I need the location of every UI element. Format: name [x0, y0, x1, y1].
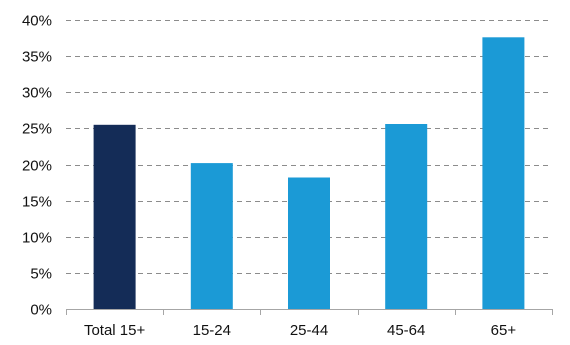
x-tick-label: 45-64 [387, 322, 425, 339]
x-axis-tick-labels: Total 15+ 15-24 25-44 45-64 65+ [84, 322, 516, 339]
y-tick-label: 25% [22, 121, 52, 138]
x-tick-label: 25-44 [290, 322, 328, 339]
bar [190, 163, 233, 309]
bars [93, 37, 525, 310]
y-tick-label: 35% [22, 49, 52, 66]
y-tick-label: 15% [22, 194, 52, 211]
x-tick-label: Total 15+ [84, 322, 146, 339]
y-tick-label: 0% [30, 302, 52, 319]
y-axis-tick-labels: 0% 5% 10% 15% 20% 25% 30% 35% 40% [22, 13, 52, 319]
bar [385, 124, 428, 309]
y-tick-label: 20% [22, 158, 52, 175]
bar [93, 124, 136, 309]
x-axis [66, 309, 553, 315]
y-tick-label: 5% [30, 266, 52, 283]
y-tick-label: 30% [22, 85, 52, 102]
y-tick-label: 40% [22, 13, 52, 30]
bar [482, 37, 525, 310]
bar [288, 177, 330, 309]
y-tick-label: 10% [22, 230, 52, 247]
x-tick-label: 15-24 [193, 322, 231, 339]
x-tick-label: 65+ [491, 322, 517, 339]
